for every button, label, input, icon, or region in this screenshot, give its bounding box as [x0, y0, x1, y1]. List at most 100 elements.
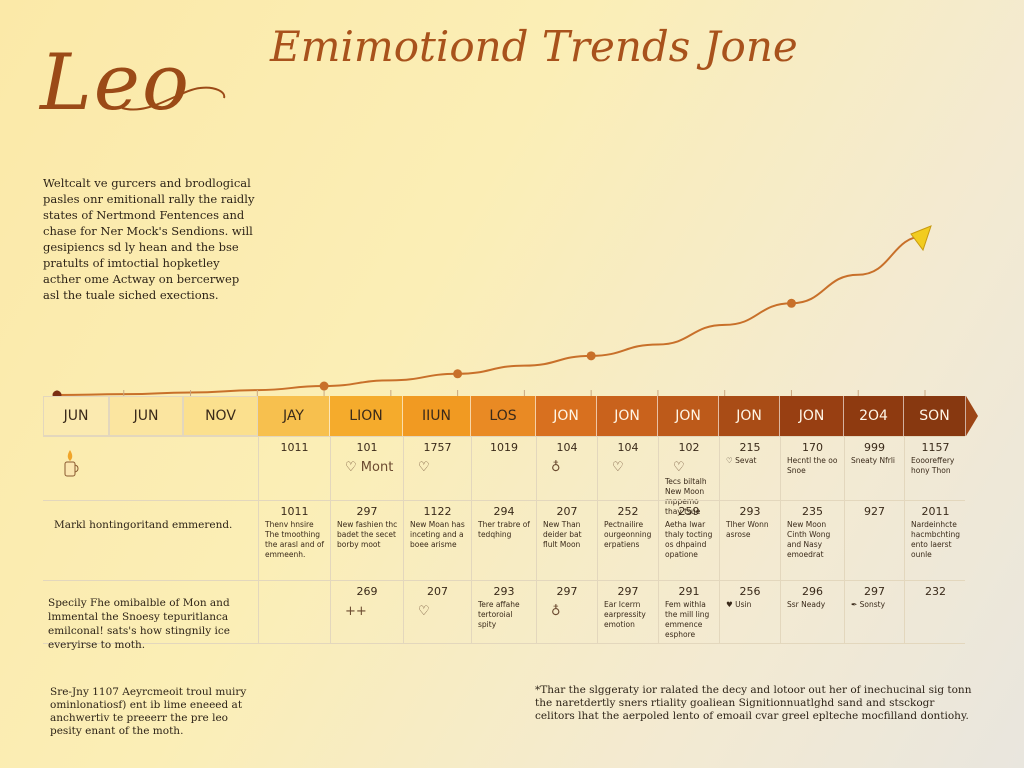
- page-title: Emimotiond Trends Jone: [270, 22, 798, 71]
- table-cell: 1157 Eoooreffery hony Thon: [904, 437, 966, 501]
- month-label: NOV: [183, 396, 258, 436]
- trend-point: [319, 381, 329, 391]
- cell-value: 235: [802, 505, 823, 518]
- month-label: JON: [536, 396, 597, 436]
- table-cell: 215 ♡ Sevat: [719, 437, 780, 501]
- cell-note: ♥ Usin: [726, 600, 752, 609]
- cell-value: 297: [356, 505, 378, 518]
- logo-swash-icon: [121, 86, 226, 111]
- cell-value: 297: [617, 585, 639, 598]
- cell-note: Thenv hnsire The tmoothing the arasl and…: [265, 520, 325, 559]
- cell-value: 2011: [921, 505, 950, 518]
- month-label: JUN: [109, 396, 183, 436]
- cell-value: 215: [739, 441, 761, 454]
- footer-right-note: *Thar the slggeraty ior ralated the decy…: [535, 684, 972, 722]
- table-row: 1011 101 ♡ Mont 1757 ♡ 1019 104 ♁ 104 ♡ 102 ♡ Tecs b…: [43, 436, 966, 516]
- month-bar: JUN JUN NOV JAY LION IIUN LOS JON JON JON JON JON 2O…: [43, 396, 978, 436]
- trend-point: [586, 351, 596, 361]
- table-cell: 104 ♡: [597, 437, 658, 501]
- month-label: JON: [780, 396, 844, 436]
- intro-text: Weltcalt ve gurcers and brodlogical pasl…: [43, 176, 255, 302]
- cell-note: Fem withla the mill ling emmence esphore: [665, 600, 710, 639]
- trend-point: [453, 369, 463, 379]
- cell-symbol-icon: ♡: [673, 460, 685, 475]
- table-cell: 296 Ssr Neady: [780, 581, 844, 643]
- cell-note: New Than deider bat flult Moon: [543, 520, 582, 549]
- cell-note: New fashien thc badet the secet borby mo…: [337, 520, 398, 549]
- cell-symbol-icon: ♁: [551, 604, 561, 619]
- table-cell: 269 ++: [330, 581, 403, 643]
- trend-arrow-icon: [910, 225, 932, 252]
- cell-value: 1011: [280, 441, 309, 454]
- cell-value: 269: [356, 585, 378, 598]
- emotion-table: 1011 101 ♡ Mont 1757 ♡ 1019 104 ♁ 104 ♡ 102 ♡ Tecs b…: [43, 436, 965, 740]
- table-cell: 170 Hecntl the oo Snoe: [780, 437, 844, 501]
- month-label: IIUN: [403, 396, 471, 436]
- cell-value: 232: [925, 585, 946, 598]
- cell-note: Aetha lwar thaly tocting os dhpaind opat…: [665, 520, 713, 559]
- cell-note: Eoooreffery hony Thon: [911, 456, 955, 475]
- trend-point: [786, 298, 796, 308]
- cell-symbol-icon: ♡: [418, 460, 430, 475]
- cell-value: 207: [427, 585, 448, 598]
- cell-value: 296: [802, 585, 823, 598]
- month-label: JON: [719, 396, 780, 436]
- table-cell: 232: [904, 581, 966, 643]
- cell-value: 101: [356, 441, 378, 454]
- cell-value: 297: [556, 585, 578, 598]
- table-row: 1011 Thenv hnsire The tmoothing the arasl…: [43, 500, 965, 581]
- cell-value: 207: [556, 505, 578, 518]
- cell-note: ✒ Sonsty: [851, 600, 886, 609]
- leo-logo: Leo: [40, 38, 191, 128]
- cell-note: Nardeinhcte hacmbchting ento laerst ounl…: [911, 520, 960, 559]
- month-label: LION: [330, 396, 403, 436]
- table-cell: 297 ♁: [536, 581, 597, 643]
- table-cell: 293 Tlher Wonn asrose: [719, 501, 780, 581]
- cell-note: Sneaty Nfrli: [851, 456, 895, 465]
- cell-value: 1757: [423, 441, 452, 454]
- cell-symbol-icon: ♡ Mont: [345, 460, 394, 475]
- table-cell: 207 ♡: [403, 581, 471, 643]
- cell-symbol-icon: ♁: [551, 460, 561, 475]
- month-label: JON: [658, 396, 719, 436]
- cell-value: 104: [556, 441, 578, 454]
- table-cell: 1019: [471, 437, 536, 501]
- cell-note: ♡ Sevat: [726, 456, 757, 465]
- table-cell: 101 ♡ Mont: [330, 437, 403, 501]
- cell-value: 291: [678, 585, 700, 598]
- cell-value: 293: [739, 505, 761, 518]
- table-cell: 259 Aetha lwar thaly tocting os dhpaind o…: [658, 501, 719, 581]
- table-cell: 252 Pectnailire ourgeonning erpatiens: [597, 501, 658, 581]
- cell-value: 102: [678, 441, 700, 454]
- table-cell: 297 Ear Icerrn earpressity emotion: [597, 581, 658, 643]
- table-cell: 293 Tere affahe tertoroial spity: [471, 581, 536, 643]
- cell-value: 999: [864, 441, 885, 454]
- trend-line: [56, 235, 926, 396]
- table-cell: 1757 ♡: [403, 437, 471, 501]
- cell-note: Ssr Neady: [787, 600, 826, 609]
- table-cell: 999 Sneaty Nfrli: [844, 437, 904, 501]
- month-bar-arrow-icon: [966, 396, 978, 436]
- table-cell: 207 New Than deider bat flult Moon: [536, 501, 597, 581]
- month-label: JAY: [258, 396, 330, 436]
- table-cell: 291 Fem withla the mill ling emmence esph…: [658, 581, 719, 643]
- table-cell: 1122 New Moan has inceting and a boee ari…: [403, 501, 471, 581]
- table-cell: 2011 Nardeinhcte hacmbchting ento laerst …: [904, 501, 966, 581]
- table-cell: 1011 Thenv hnsire The tmoothing the arasl…: [258, 501, 330, 581]
- table-cell: 104 ♁: [536, 437, 597, 501]
- cell-value: 252: [617, 505, 639, 518]
- cell-note: Ear Icerrn earpressity emotion: [604, 600, 646, 629]
- cell-note: New Moan has inceting and a boee arisme: [410, 520, 465, 549]
- month-label: LOS: [471, 396, 536, 436]
- cell-note: New Moon Cinth Wong and Nasy emoedrat: [787, 520, 831, 559]
- cell-note: Tere affahe tertoroial spity: [478, 600, 520, 629]
- table-cell: 1011: [258, 437, 330, 501]
- cell-symbol-icon: ++: [345, 604, 367, 619]
- footer-left-note: Sre-Jny 1107 Aeyrcmeoit troul muiry omin…: [50, 686, 247, 737]
- table-cell: 297 ✒ Sonsty: [844, 581, 904, 643]
- month-label: SON: [904, 396, 966, 436]
- cell-value: 297: [864, 585, 885, 598]
- cell-value: 294: [493, 505, 515, 518]
- cell-value: 256: [739, 585, 761, 598]
